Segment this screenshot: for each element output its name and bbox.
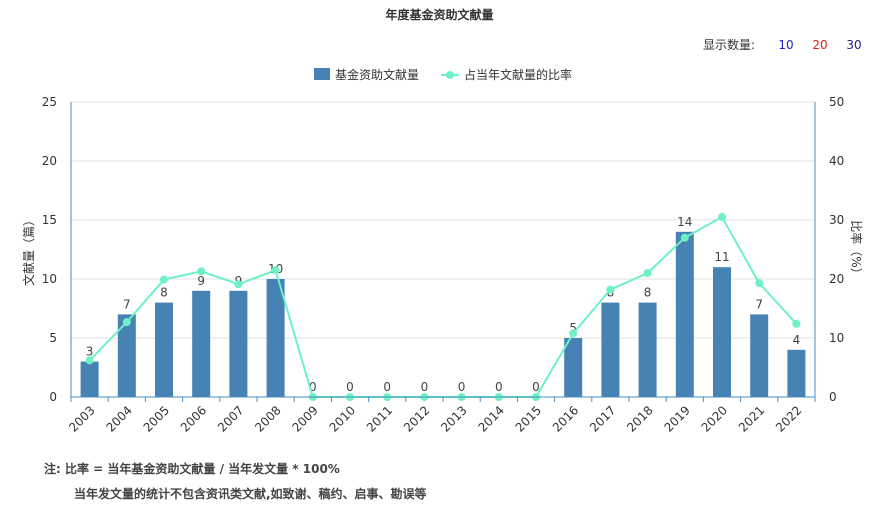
y-tick-label: 15 (42, 213, 57, 227)
y2-tick-label: 50 (829, 95, 844, 109)
x-tick-label: 2015 (513, 403, 544, 434)
y2-tick-label: 0 (829, 390, 837, 404)
x-tick-label: 2014 (475, 403, 506, 434)
bar[interactable] (638, 302, 657, 397)
y-tick-label: 10 (42, 272, 57, 286)
x-tick-label: 2022 (773, 403, 804, 434)
legend-line-marker[interactable] (446, 71, 454, 79)
ratio-point[interactable] (271, 266, 280, 275)
x-tick-label: 2006 (178, 403, 209, 434)
y-axis-title: 文献量（篇） (21, 214, 36, 286)
bar[interactable] (117, 314, 136, 397)
ratio-point[interactable] (606, 285, 615, 294)
bar-value-label: 0 (421, 380, 429, 394)
y-tick-label: 0 (49, 390, 57, 404)
bar-value-label: 5 (569, 321, 577, 335)
y-tick-label: 25 (42, 95, 57, 109)
ratio-point[interactable] (680, 233, 689, 242)
bar-value-label: 3 (86, 345, 94, 359)
funding-chart: 基金资助文献量 占当年文献量的比率 3789910000000058814117… (21, 67, 864, 435)
grid-lines (71, 101, 815, 339)
bar-value-label: 8 (644, 286, 652, 300)
ratio-point[interactable] (718, 213, 726, 222)
bar-value-label: 7 (123, 297, 131, 311)
y-tick-label: 5 (49, 331, 57, 345)
count-option-20[interactable]: 20 (812, 37, 828, 52)
bar[interactable] (192, 290, 211, 397)
bar-value-label: 8 (160, 286, 168, 300)
ratio-point[interactable] (85, 356, 94, 365)
bar[interactable] (601, 302, 620, 397)
bar[interactable] (564, 338, 583, 397)
bar-value-label: 0 (346, 380, 354, 394)
bar[interactable] (229, 290, 248, 397)
bar-value-label: 0 (309, 380, 317, 394)
x-tick-label: 2012 (401, 403, 432, 434)
ratio-point[interactable] (569, 329, 578, 338)
ratio-point[interactable] (643, 269, 652, 278)
y-tick-label: 20 (42, 154, 57, 168)
bar-value-label: 0 (383, 380, 391, 394)
note-line-2: 当年发文量的统计不包含资讯类文献,如致谢、稿约、启事、勘误等 (74, 487, 427, 501)
bar[interactable] (787, 349, 806, 397)
bar-value-label: 7 (755, 297, 763, 311)
legend-bar-swatch[interactable] (314, 68, 330, 80)
x-tick-label: 2009 (289, 403, 320, 434)
x-tick-label: 2003 (66, 403, 97, 434)
x-tick-label: 2017 (587, 403, 618, 434)
bar-value-label: 11 (714, 250, 729, 264)
x-tick-label: 2021 (736, 403, 767, 434)
x-tick-label: 2005 (141, 403, 172, 434)
display-count-selector: 显示数量: 10 20 30 (703, 36, 871, 53)
x-tick-label: 2013 (438, 403, 469, 434)
bar[interactable] (155, 302, 173, 397)
ratio-point[interactable] (792, 319, 801, 328)
bar-value-label: 4 (793, 333, 801, 347)
ratio-point[interactable] (234, 280, 243, 289)
x-tick-label: 2008 (252, 403, 283, 434)
chart-legend: 基金资助文献量 占当年文献量的比率 (314, 67, 572, 82)
bar[interactable] (266, 279, 285, 397)
ratio-point[interactable] (197, 267, 206, 276)
x-tick-label: 2018 (624, 403, 655, 434)
y2-tick-label: 30 (829, 213, 844, 227)
x-tick-label: 2010 (327, 403, 358, 434)
chart-title: 年度基金资助文献量 (385, 8, 494, 22)
display-count-label: 显示数量: (702, 38, 755, 52)
bar-value-label: 0 (495, 380, 503, 394)
bar[interactable] (80, 361, 99, 397)
ratio-point[interactable] (122, 318, 131, 327)
y2-tick-label: 10 (829, 331, 844, 345)
bar-value-label: 0 (458, 380, 466, 394)
bar[interactable] (750, 314, 769, 397)
x-tick-label: 2016 (550, 403, 581, 434)
bar[interactable] (675, 231, 694, 397)
bar-value-label: 14 (677, 215, 692, 229)
note-line-1: 注: 比率 = 当年基金资助文献量 / 当年发文量 * 100% (44, 462, 340, 476)
y2-tick-label: 20 (829, 272, 844, 286)
y2-axis-title: 比率（%） (849, 220, 864, 279)
bar-value-label: 9 (197, 274, 205, 288)
count-option-30[interactable]: 30 (846, 37, 862, 52)
x-tick-label: 2020 (699, 403, 730, 434)
ratio-point[interactable] (755, 279, 764, 288)
x-tick-label: 2004 (103, 403, 134, 434)
count-option-10[interactable]: 10 (778, 37, 794, 52)
bar-value-label: 0 (532, 380, 540, 394)
legend-bar-label[interactable]: 基金资助文献量 (335, 67, 419, 82)
ratio-point[interactable] (160, 275, 168, 284)
y2-tick-label: 40 (829, 154, 844, 168)
ratio-series (85, 213, 801, 401)
bar-series: 37899100000000588141174 (80, 215, 806, 397)
x-tick-label: 2011 (364, 403, 395, 434)
bar[interactable] (713, 267, 731, 397)
x-tick-label: 2019 (661, 403, 692, 434)
x-tick-label: 2007 (215, 403, 246, 434)
legend-line-label[interactable]: 占当年文献量的比率 (464, 67, 572, 82)
